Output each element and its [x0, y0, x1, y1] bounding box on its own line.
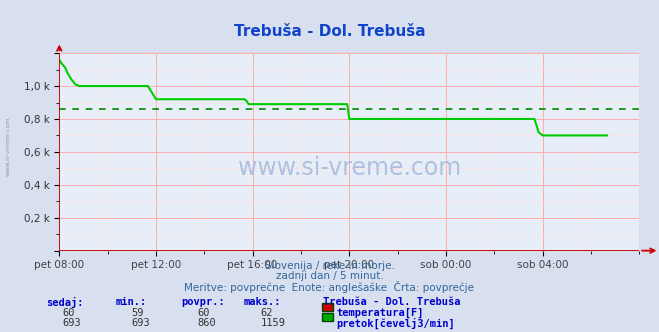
- Text: povpr.:: povpr.:: [181, 297, 225, 307]
- Text: min.:: min.:: [115, 297, 146, 307]
- Text: 1159: 1159: [260, 318, 285, 328]
- Text: Trebuša - Dol. Trebuša: Trebuša - Dol. Trebuša: [234, 24, 425, 39]
- Text: www.si-vreme.com: www.si-vreme.com: [5, 116, 11, 176]
- Text: maks.:: maks.:: [244, 297, 281, 307]
- Text: 59: 59: [132, 308, 144, 318]
- Text: www.si-vreme.com: www.si-vreme.com: [238, 156, 461, 180]
- Text: sedaj:: sedaj:: [46, 297, 84, 308]
- Text: Trebuša - Dol. Trebuša: Trebuša - Dol. Trebuša: [323, 297, 461, 307]
- Text: Slovenija / reke in morje.: Slovenija / reke in morje.: [264, 261, 395, 271]
- Text: 693: 693: [63, 318, 81, 328]
- Text: zadnji dan / 5 minut.: zadnji dan / 5 minut.: [275, 271, 384, 281]
- Text: pretok[čevelj3/min]: pretok[čevelj3/min]: [336, 318, 455, 329]
- Text: 62: 62: [260, 308, 273, 318]
- Text: 60: 60: [198, 308, 210, 318]
- Text: temperatura[F]: temperatura[F]: [336, 308, 424, 318]
- Text: Meritve: povprečne  Enote: anglešaške  Črta: povprečje: Meritve: povprečne Enote: anglešaške Črt…: [185, 281, 474, 292]
- Text: 693: 693: [132, 318, 150, 328]
- Text: 860: 860: [198, 318, 216, 328]
- Text: 60: 60: [63, 308, 75, 318]
